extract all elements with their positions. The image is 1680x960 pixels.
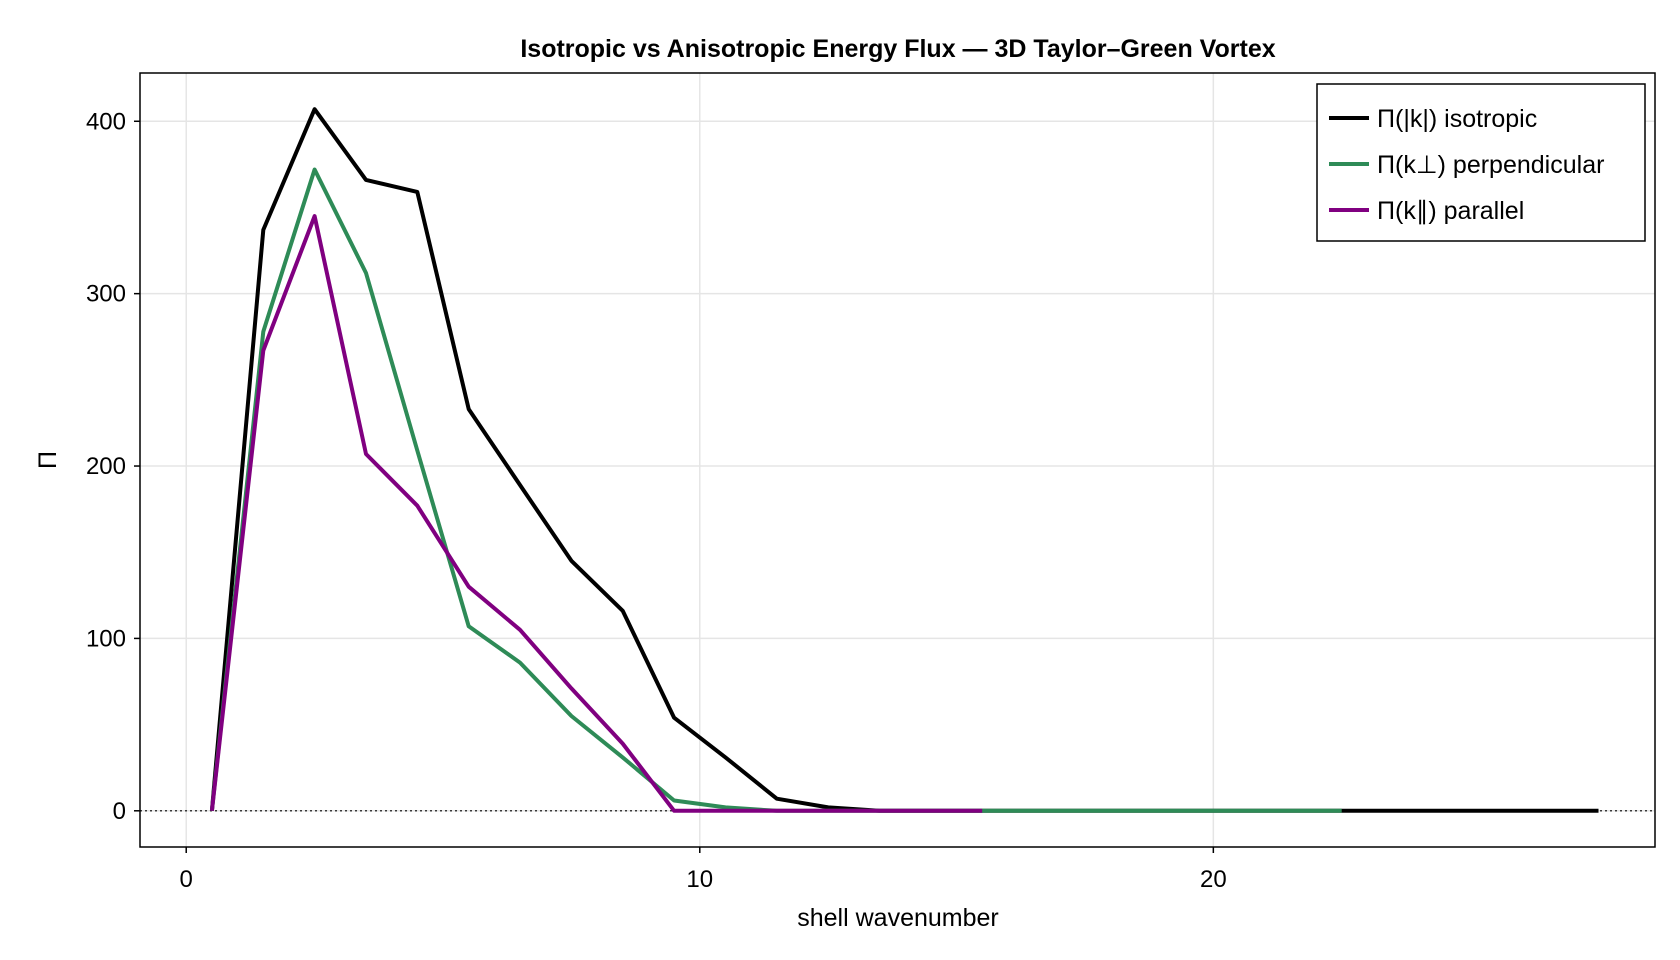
y-tick-label: 300 xyxy=(86,281,126,308)
legend-label: Π(k⊥) perpendicular xyxy=(1377,151,1604,179)
series-layer xyxy=(209,107,1599,813)
legend-label: Π(|k|) isotropic xyxy=(1377,105,1537,133)
y-tick-label: 100 xyxy=(86,625,126,652)
series-line-2 xyxy=(209,167,1342,813)
y-tick-label: 0 xyxy=(113,798,126,825)
y-axis-ticks: 0 100 200 300 400 xyxy=(86,108,140,825)
grid xyxy=(140,73,1655,847)
y-axis-label: Π xyxy=(34,451,62,469)
x-tick-label: 0 xyxy=(180,866,193,893)
x-axis-ticks: 0 10 20 xyxy=(180,847,1227,893)
y-tick-label: 200 xyxy=(86,453,126,480)
series-line-3 xyxy=(209,214,983,813)
x-tick-label: 20 xyxy=(1200,866,1227,893)
x-axis-label: shell wavenumber xyxy=(797,904,999,932)
y-tick-label: 400 xyxy=(86,108,126,135)
legend-box xyxy=(1316,83,1646,242)
legend: Π(|k|) isotropic Π(k⊥) perpendicular Π(k∥)… xyxy=(1316,83,1646,242)
chart-title: Isotropic vs Anisotropic Energy Flux — 3… xyxy=(520,35,1275,63)
x-tick-label: 10 xyxy=(686,866,713,893)
plot-frame xyxy=(139,72,1656,848)
legend-label: Π(k∥) parallel xyxy=(1377,197,1524,225)
